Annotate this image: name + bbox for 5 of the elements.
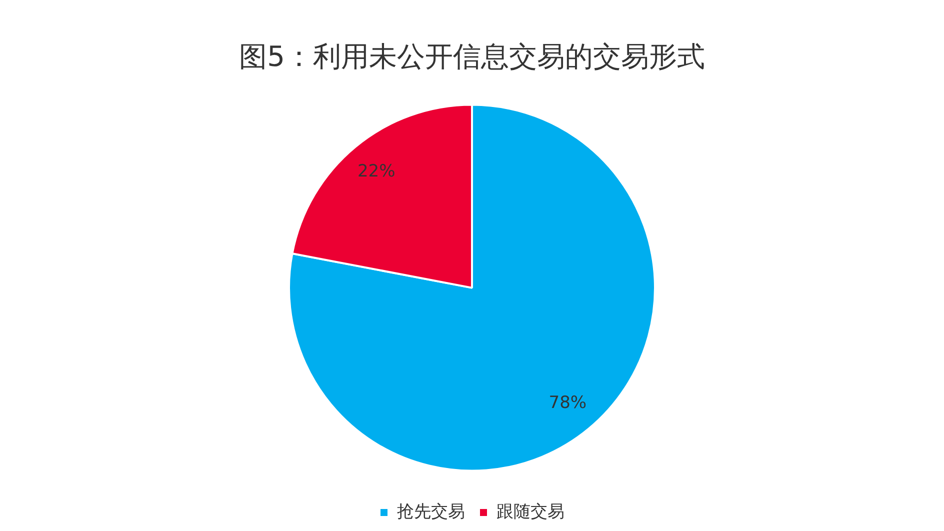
data-label: 78%	[548, 392, 587, 413]
legend-label: 跟随交易	[496, 502, 564, 522]
chart-title: 图5：利用未公开信息交易的交易形式	[239, 40, 705, 74]
legend-label: 抢先交易	[397, 502, 465, 522]
data-label: 22%	[357, 162, 396, 182]
